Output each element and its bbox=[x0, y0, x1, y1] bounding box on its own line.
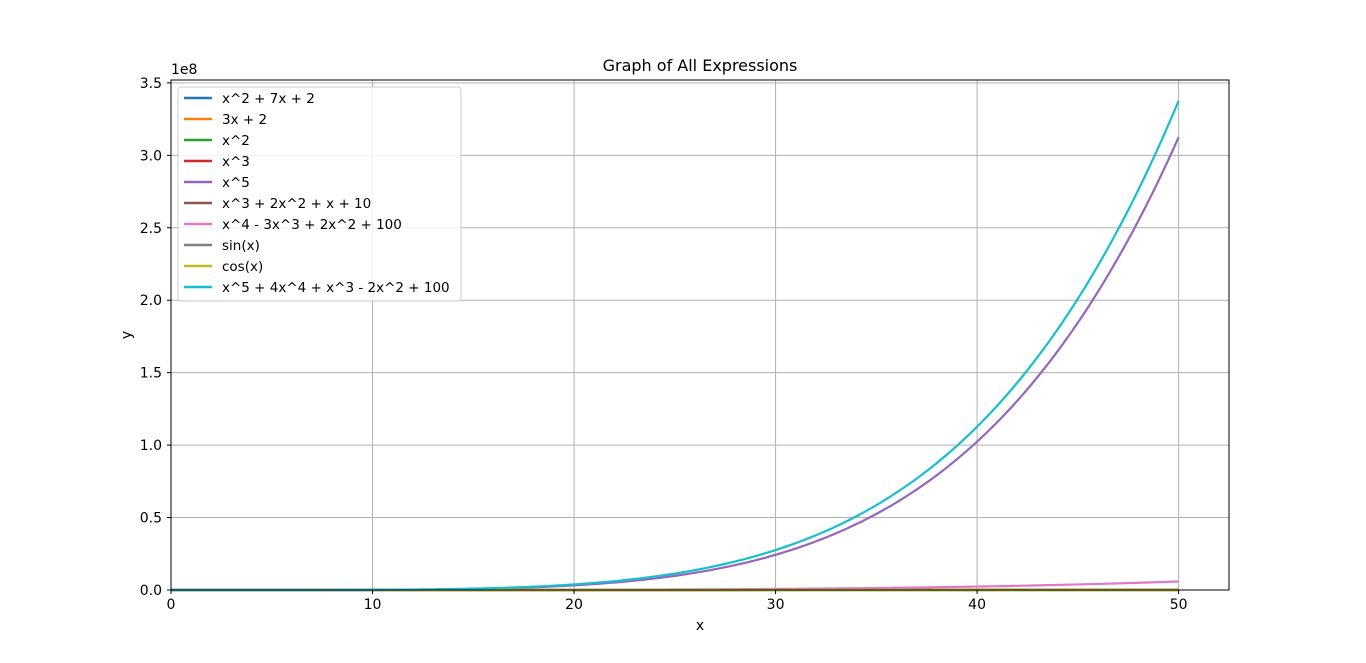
legend-entry: x^3 + 2x^2 + x + 10 bbox=[222, 196, 371, 212]
x-tick-label: 20 bbox=[565, 597, 583, 613]
x-tick-label: 0 bbox=[167, 597, 176, 613]
plot-frame bbox=[170, 79, 1230, 591]
y-tick-label: 2.0 bbox=[140, 293, 162, 309]
x-tick-label: 30 bbox=[767, 597, 785, 613]
x-tick-label: 50 bbox=[1170, 597, 1188, 613]
legend-entry: x^4 - 3x^3 + 2x^2 + 100 bbox=[222, 217, 402, 233]
x-axis-label: x bbox=[696, 618, 704, 634]
legend-entry: x^5 bbox=[222, 175, 250, 191]
y-tick-label: 2.5 bbox=[140, 221, 162, 237]
y-tick-label: 3.5 bbox=[140, 76, 162, 92]
x-tick-label: 10 bbox=[364, 597, 382, 613]
legend-entry: sin(x) bbox=[222, 238, 260, 254]
x-tick-label: 40 bbox=[968, 597, 986, 613]
legend-entry: x^2 bbox=[222, 133, 250, 149]
legend-entry: 3x + 2 bbox=[222, 112, 267, 128]
legend-box bbox=[177, 86, 462, 302]
y-tick-label: 3.0 bbox=[140, 148, 162, 164]
legend-entry: x^2 + 7x + 2 bbox=[222, 91, 315, 107]
y-axis-label: y bbox=[119, 331, 135, 339]
tick-layer: 0 10 20 30 40 50 0.0 0.5 1.0 1.5 2.0 2.5 3.0 3.5 bbox=[140, 76, 1188, 613]
legend-entry: x^3 bbox=[222, 154, 250, 170]
y-tick-label: 1.5 bbox=[140, 366, 162, 382]
y-tick-label: 0.0 bbox=[140, 583, 162, 599]
legend-entry: x^5 + 4x^4 + x^3 - 2x^2 + 100 bbox=[222, 280, 450, 296]
chart-title: Graph of All Expressions bbox=[603, 56, 798, 75]
legend-entry: cos(x) bbox=[222, 259, 263, 275]
y-offset-text: 1e8 bbox=[171, 62, 197, 78]
y-tick-label: 0.5 bbox=[140, 511, 162, 527]
legend: x^2 + 7x + 2 3x + 2 x^2 x^3 x^5 x^3 + 2x^2 + … bbox=[177, 86, 462, 302]
y-tick-label: 1.0 bbox=[140, 438, 162, 454]
